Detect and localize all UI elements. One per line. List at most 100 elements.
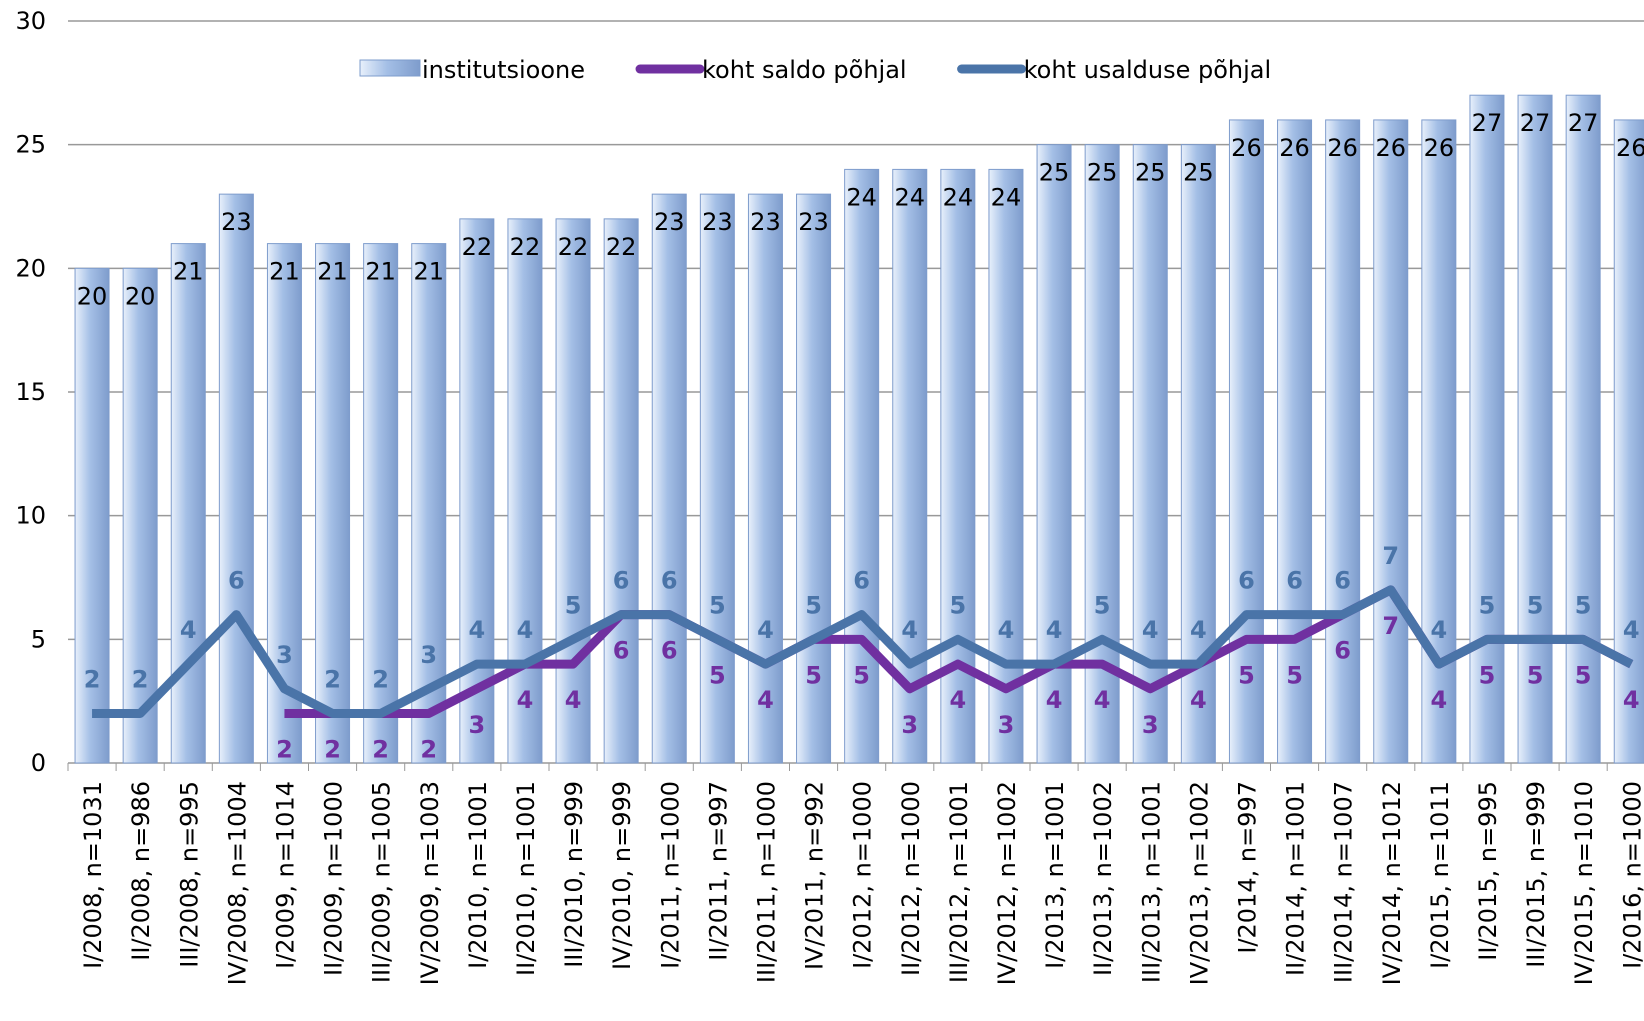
- bar-label: 25: [1183, 159, 1214, 187]
- line-label: 5: [949, 591, 966, 619]
- bar-label: 25: [1087, 159, 1118, 187]
- bar: [603, 218, 639, 764]
- x-tick-label: III/2011, n=1000: [752, 781, 780, 983]
- x-tick-label: II/2008, n=986: [127, 781, 155, 961]
- x-tick-label: IV/2011, n=992: [801, 781, 829, 970]
- y-tick-label: 0: [31, 749, 46, 777]
- y-tick-label: 5: [31, 625, 46, 653]
- line-label: 4: [1430, 686, 1447, 714]
- line-label: 5: [1527, 661, 1544, 689]
- y-tick-label: 30: [15, 7, 46, 35]
- legend-label: koht usalduse põhjal: [1024, 56, 1272, 84]
- bar: [218, 193, 254, 764]
- line-label: 2: [372, 666, 389, 694]
- bar: [315, 243, 351, 764]
- bar-label: 23: [798, 208, 829, 236]
- x-tick-label: II/2010, n=1001: [512, 781, 540, 976]
- line-label: 5: [709, 661, 726, 689]
- line-label: 3: [901, 711, 918, 739]
- x-tick-label: II/2013, n=1002: [1089, 781, 1117, 976]
- bar: [1132, 144, 1168, 764]
- y-tick-label: 20: [15, 254, 46, 282]
- line-label: 4: [949, 686, 966, 714]
- bar-label: 27: [1520, 109, 1551, 137]
- bar-label: 24: [943, 183, 974, 211]
- line-label: 4: [757, 686, 774, 714]
- line-label: 5: [853, 661, 870, 689]
- line-label: 3: [276, 641, 293, 669]
- bar-label: 20: [77, 282, 108, 310]
- line-label: 3: [468, 711, 485, 739]
- bar-label: 25: [1039, 159, 1070, 187]
- line-label: 5: [1479, 661, 1496, 689]
- x-tick-label: III/2014, n=1007: [1330, 781, 1358, 983]
- line-label: 5: [1575, 591, 1592, 619]
- line-label: 4: [1142, 616, 1159, 644]
- bar: [1565, 94, 1601, 764]
- bar-label: 21: [269, 258, 300, 286]
- x-tick-label: I/2009, n=1014: [271, 781, 299, 969]
- line: [92, 585, 1634, 719]
- bar: [1469, 94, 1505, 764]
- line-label: 4: [1046, 616, 1063, 644]
- legend-label: koht saldo põhjal: [702, 56, 907, 84]
- x-tick-label: III/2008, n=995: [175, 781, 203, 968]
- x-tick-label: IV/2010, n=999: [608, 781, 636, 970]
- bar: [988, 168, 1024, 764]
- bar: [1325, 119, 1361, 764]
- line-label: 4: [901, 616, 918, 644]
- bar-label: 26: [1327, 134, 1358, 162]
- bar-label: 22: [606, 233, 637, 261]
- bar-label: 23: [221, 208, 252, 236]
- line-label: 5: [709, 591, 726, 619]
- line-label: 5: [1575, 661, 1592, 689]
- line-label: 4: [468, 616, 485, 644]
- bar-label: 26: [1279, 134, 1310, 162]
- x-tick-label: I/2016, n=1000: [1618, 781, 1644, 969]
- line-label: 2: [372, 736, 389, 764]
- line-label: 4: [1190, 616, 1207, 644]
- line-label: 2: [324, 666, 341, 694]
- legend-label: institutsioone: [422, 56, 585, 84]
- line-label: 5: [1238, 661, 1255, 689]
- bar: [844, 168, 880, 764]
- bar-label: 21: [173, 258, 204, 286]
- y-tick-label: 10: [15, 502, 46, 530]
- line-label: 6: [1334, 567, 1351, 595]
- line-label: 3: [420, 641, 437, 669]
- x-tick-label: I/2008, n=1031: [79, 781, 107, 969]
- bar-label: 23: [702, 208, 733, 236]
- y-tick-label: 25: [15, 131, 46, 159]
- bar-label: 21: [317, 258, 348, 286]
- line-label: 2: [324, 736, 341, 764]
- bar: [1277, 119, 1313, 764]
- bar-label: 21: [413, 258, 444, 286]
- line-label: 6: [613, 567, 630, 595]
- legend-swatch: [359, 59, 421, 77]
- line-label: 6: [613, 637, 630, 665]
- bar: [507, 218, 543, 764]
- x-tick-label: II/2014, n=1001: [1282, 781, 1310, 976]
- line-label: 4: [1094, 686, 1111, 714]
- bar-label: 22: [462, 233, 493, 261]
- bar-label: 22: [558, 233, 589, 261]
- bar: [1228, 119, 1264, 764]
- line-label: 7: [1382, 542, 1399, 570]
- line-label: 5: [1094, 591, 1111, 619]
- x-tick-label: IV/2013, n=1002: [1185, 781, 1213, 985]
- x-tick-label: I/2013, n=1001: [1041, 781, 1069, 969]
- bar-label: 24: [846, 183, 877, 211]
- x-tick-label: I/2010, n=1001: [464, 781, 492, 969]
- line-label: 2: [84, 666, 101, 694]
- bar: [747, 193, 783, 764]
- line-label: 4: [998, 616, 1015, 644]
- bar: [74, 267, 110, 764]
- line-label: 6: [1286, 567, 1303, 595]
- bar: [699, 193, 735, 764]
- bar-label: 26: [1616, 134, 1644, 162]
- x-tick-label: III/2012, n=1001: [945, 781, 973, 983]
- x-tick-label: IV/2014, n=1012: [1378, 781, 1406, 985]
- line-label: 5: [1286, 661, 1303, 689]
- bar-label: 26: [1231, 134, 1262, 162]
